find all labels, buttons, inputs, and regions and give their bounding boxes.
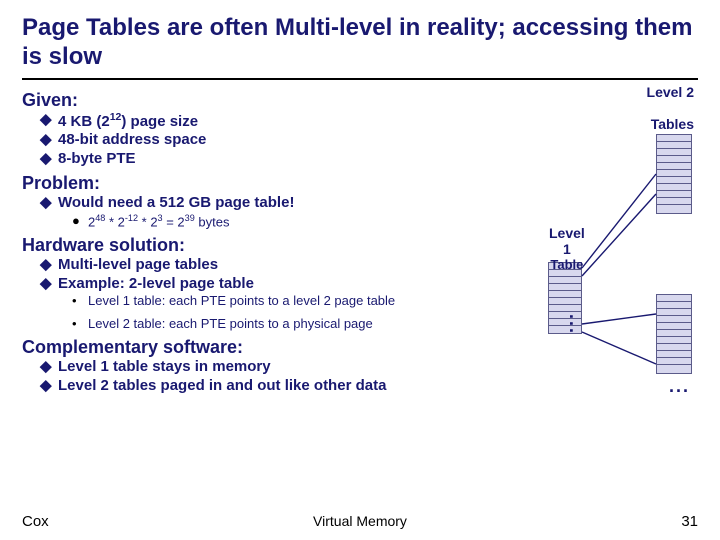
given-item: ◆4 KB (212) page size: [40, 111, 462, 132]
hardware-item-text: Multi-level page tables: [58, 256, 218, 275]
heading-given: Given:: [22, 90, 462, 111]
hardware-item-text: Example: 2-level page table: [58, 275, 254, 294]
heading-hardware: Hardware solution:: [22, 235, 462, 256]
given-item-text: 8-byte PTE: [58, 150, 136, 169]
hardware-item: ◆Example: 2-level page table: [40, 275, 462, 294]
given-item-text: 4 KB (212) page size: [58, 111, 198, 132]
footer-topic: Virtual Memory: [313, 513, 407, 529]
given-item-text: 48-bit address space: [58, 131, 206, 150]
footer-page: 31: [681, 513, 698, 530]
text-column: Given: ◆4 KB (212) page size ◆48-bit add…: [22, 90, 462, 396]
hardware-item: ◆Multi-level page tables: [40, 256, 462, 275]
hardware-subitem: •Level 2 table: each PTE points to a phy…: [72, 316, 462, 333]
title-rule: [22, 78, 698, 80]
complementary-item: ◆Level 2 tables paged in and out like ot…: [40, 377, 462, 396]
connector-lines: [446, 84, 702, 424]
problem-item: ◆Would need a 512 GB page table!: [40, 194, 462, 213]
page-table-diagram: Level 2 Tables ... Level 1 Table ...: [446, 84, 702, 424]
complementary-item-text: Level 1 table stays in memory: [58, 358, 271, 377]
hardware-subitem-text: Level 2 table: each PTE points to a phys…: [88, 316, 373, 333]
complementary-item: ◆Level 1 table stays in memory: [40, 358, 462, 377]
slide-footer: Cox Virtual Memory 31: [22, 513, 698, 530]
problem-subitem: ●248 * 2-12 * 23 = 239 bytes: [72, 213, 462, 231]
hardware-subitem: •Level 1 table: each PTE points to a lev…: [72, 293, 462, 310]
problem-item-text: Would need a 512 GB page table!: [58, 194, 294, 213]
complementary-item-text: Level 2 tables paged in and out like oth…: [58, 377, 386, 396]
hardware-subitem-text: Level 1 table: each PTE points to a leve…: [88, 293, 395, 310]
heading-complementary: Complementary software:: [22, 337, 462, 358]
footer-author: Cox: [22, 513, 49, 530]
problem-subitem-text: 248 * 2-12 * 23 = 239 bytes: [88, 213, 229, 231]
given-item: ◆8-byte PTE: [40, 150, 462, 169]
heading-problem: Problem:: [22, 173, 462, 194]
given-item: ◆48-bit address space: [40, 131, 462, 150]
content-area: Given: ◆4 KB (212) page size ◆48-bit add…: [22, 90, 698, 396]
slide-title: Page Tables are often Multi-level in rea…: [22, 14, 698, 72]
